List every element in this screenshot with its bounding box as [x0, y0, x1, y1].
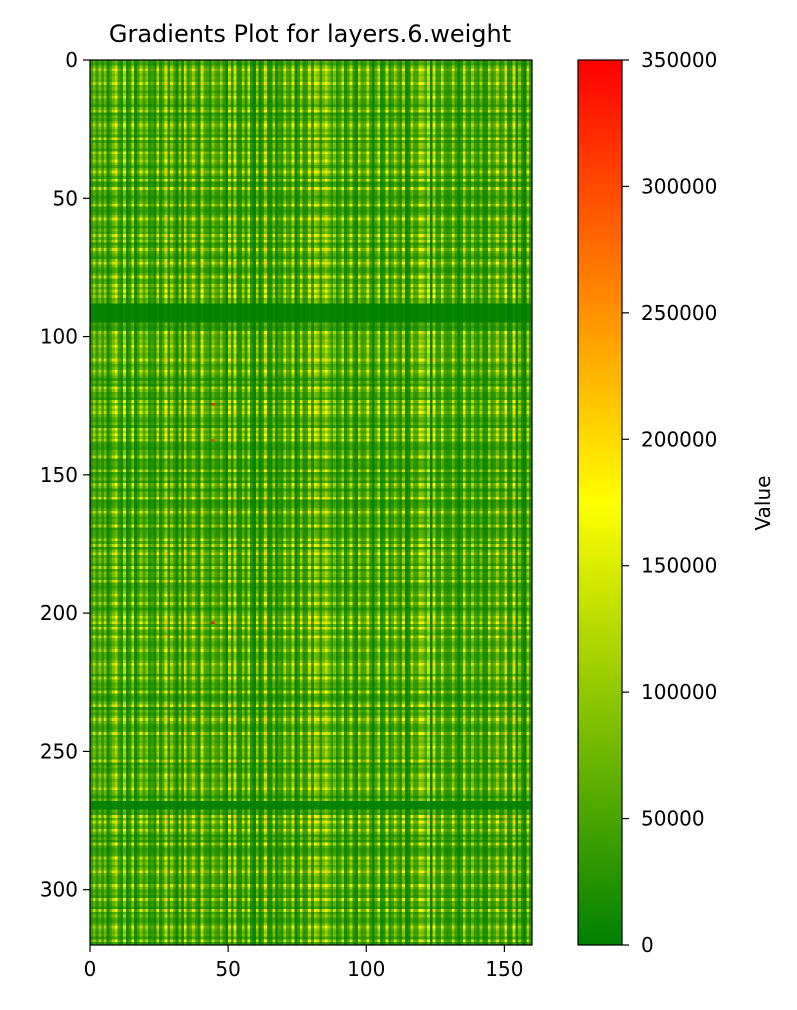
colorbar-tick-label: 200000 — [641, 427, 717, 451]
x-tick-label: 50 — [215, 957, 240, 981]
colorbar-tick-label: 50000 — [641, 807, 705, 831]
colorbar-label: Value — [751, 476, 775, 531]
y-tick-label: 150 — [40, 463, 78, 487]
y-tick-label: 0 — [65, 48, 78, 72]
colorbar-tick-label: 0 — [641, 933, 654, 957]
y-axis: 0 50 100 150 200 250 300 — [40, 48, 90, 902]
y-tick-label: 250 — [40, 739, 78, 763]
colorbar-tick-label: 150000 — [641, 554, 717, 578]
plot-frame — [89, 59, 533, 946]
x-tick-label: 150 — [485, 957, 523, 981]
x-axis: 0 50 100 150 — [84, 945, 523, 981]
colorbar-tick-label: 250000 — [641, 301, 717, 325]
y-tick-label: 50 — [53, 186, 78, 210]
colorbar-tick-label: 100000 — [641, 680, 717, 704]
y-tick-label: 300 — [40, 878, 78, 902]
y-tick-label: 100 — [40, 325, 78, 349]
colorbar-tick-label: 300000 — [641, 174, 717, 198]
heatmap-image — [90, 60, 532, 945]
colorbar-tick-label: 350000 — [641, 48, 717, 72]
y-tick-label: 200 — [40, 601, 78, 625]
chart-title: Gradients Plot for layers.6.weight — [109, 20, 511, 48]
x-tick-label: 100 — [347, 957, 385, 981]
colorbar — [577, 59, 623, 946]
x-tick-label: 0 — [84, 957, 97, 981]
colorbar-axis: 0 50000 100000 150000 200000 250000 300000 3500… — [622, 48, 717, 957]
